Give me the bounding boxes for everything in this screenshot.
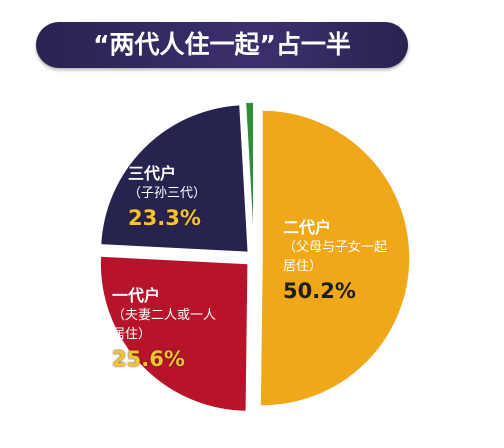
value-label: 25.6% — [112, 347, 185, 371]
chart-title: “两代人住一起”占一半 — [36, 22, 408, 68]
pie-slice — [99, 103, 250, 254]
pie-slice — [99, 255, 249, 413]
pie-slice — [244, 101, 255, 251]
slice-name: 二代户 — [283, 218, 332, 237]
pie-slice — [259, 109, 411, 407]
slice-name: 三代户 — [128, 164, 177, 183]
slice-name: 一代户 — [112, 286, 161, 305]
slice-label: 一代户 （夫妻二人或一人居住） 25.6% — [112, 282, 224, 371]
value-label: 50.2% — [283, 279, 356, 303]
slice-description: （父母与子女一起居住） — [283, 240, 388, 274]
slice-label: 二代户 （父母与子女一起居住） 50.2% — [283, 214, 395, 303]
slice-description: （子孙三代） — [128, 186, 207, 201]
slice-description: （夫妻二人或一人居住） — [112, 308, 217, 342]
slice-label: 三代户 （子孙三代） 23.3% — [128, 160, 240, 230]
value-label: 23.3% — [128, 206, 201, 230]
